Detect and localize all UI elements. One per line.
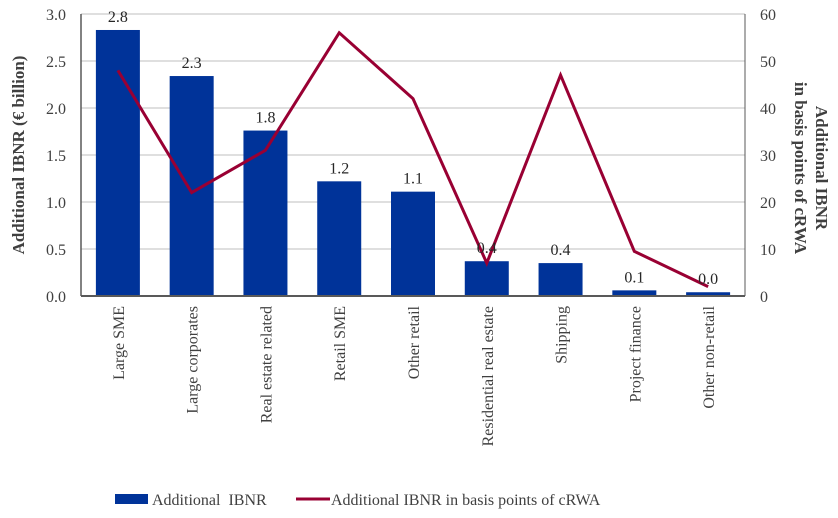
category-label: Retail SME bbox=[332, 306, 349, 381]
category-label: Real estate related bbox=[258, 306, 275, 423]
y-tick-label-right: 30 bbox=[760, 148, 776, 165]
bar bbox=[243, 131, 287, 296]
category-label: Large SME bbox=[111, 306, 128, 380]
data-label: 2.8 bbox=[108, 9, 128, 26]
y-tick-label-left: 1.0 bbox=[46, 195, 66, 212]
data-label: 1.1 bbox=[403, 171, 423, 188]
y-axis-title-right-line2: in basis points of cRWA bbox=[791, 82, 810, 255]
y-axis-title-right-line1: Additional IBNR bbox=[812, 106, 831, 231]
y-tick-label-left: 2.5 bbox=[46, 54, 66, 71]
y-tick-label-right: 20 bbox=[760, 195, 776, 212]
category-label: Residential real estate bbox=[480, 306, 497, 446]
y-tick-label-right: 40 bbox=[760, 101, 776, 118]
y-tick-label-left: 3.0 bbox=[46, 7, 66, 24]
y-tick-label-left: 0.0 bbox=[46, 289, 66, 306]
y-tick-label-left: 1.5 bbox=[46, 148, 66, 165]
data-label: 1.2 bbox=[329, 160, 349, 177]
data-label: 0.4 bbox=[551, 242, 571, 259]
category-label: Large corporates bbox=[185, 306, 202, 414]
y-ticks-left: 0.0 0.5 1.0 1.5 2.0 2.5 3.0 bbox=[46, 7, 66, 306]
category-label: Other non-retail bbox=[701, 305, 718, 408]
y-tick-label-right: 60 bbox=[760, 7, 776, 24]
legend-swatch-bar bbox=[115, 494, 148, 504]
y-ticks-right: 0 10 20 30 40 50 60 bbox=[760, 7, 776, 306]
category-label: Other retail bbox=[406, 305, 423, 379]
data-label: 0.4 bbox=[477, 240, 497, 257]
category-label: Shipping bbox=[554, 306, 571, 364]
y-tick-label-right: 10 bbox=[760, 242, 776, 259]
y-axis-title-right: Additional IBNR in basis points of cRWA bbox=[791, 82, 831, 255]
y-tick-label-right: 50 bbox=[760, 54, 776, 71]
category-labels: Large SME Large corporates Real estate rel… bbox=[111, 305, 718, 446]
legend: Additional IBNR Additional IBNR in basis… bbox=[115, 492, 601, 509]
y-axis-title-left: Additional IBNR (€ billion) bbox=[9, 56, 28, 255]
category-label: Project finance bbox=[627, 306, 644, 402]
legend-label-bar: Additional IBNR bbox=[152, 492, 267, 509]
y-tick-label-right: 0 bbox=[760, 289, 768, 306]
y-tick-label-left: 0.5 bbox=[46, 242, 66, 259]
bar bbox=[317, 181, 361, 296]
data-label: 0.1 bbox=[624, 269, 644, 286]
bar bbox=[96, 30, 140, 296]
bar bbox=[391, 192, 435, 296]
data-label: 0.0 bbox=[698, 271, 718, 288]
legend-label-line: Additional IBNR in basis points of cRWA bbox=[331, 492, 601, 509]
bar bbox=[170, 76, 214, 296]
data-label: 2.3 bbox=[182, 55, 202, 72]
y-tick-label-left: 2.0 bbox=[46, 101, 66, 118]
bar bbox=[539, 263, 583, 296]
data-label: 1.8 bbox=[255, 110, 275, 127]
